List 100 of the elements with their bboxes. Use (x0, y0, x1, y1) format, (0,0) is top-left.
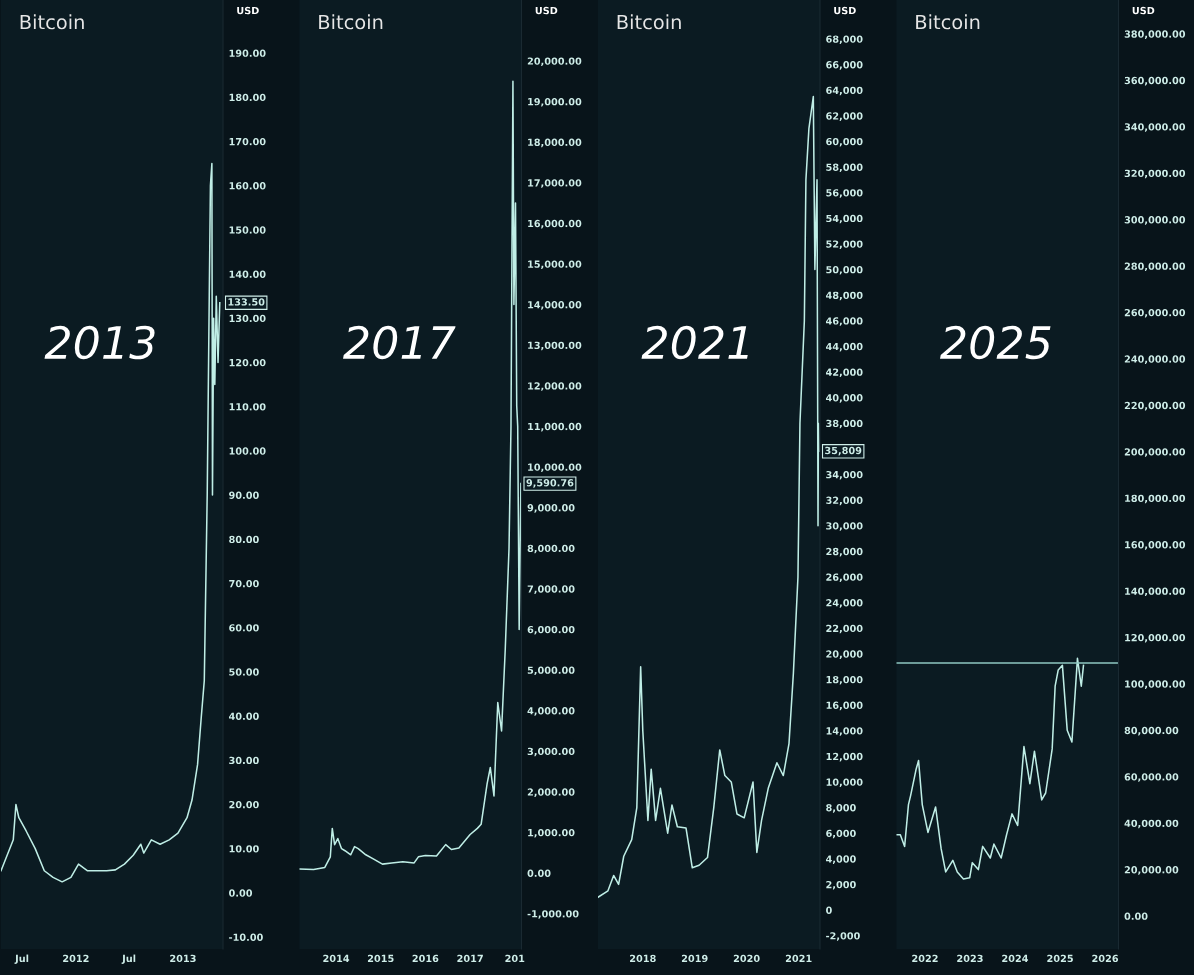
y-tick-label: -10.00 (229, 933, 263, 941)
y-tick-label: 360,000.00 (1124, 76, 1186, 86)
x-tick-label: 2017 (457, 954, 483, 963)
y-tick-label: 10,000.00 (528, 463, 582, 473)
y-tick-label: 46,000 (825, 317, 863, 326)
text: Bitcoin (617, 14, 681, 30)
y-tick-label: 300,000.00 (1124, 216, 1186, 225)
y-tick-label: 15,000.00 (528, 260, 582, 270)
y-tick-label: 7,000.00 (527, 585, 575, 594)
y-tick-label: 9,000.00 (527, 504, 575, 513)
y-tick-label: 17,000.00 (528, 179, 582, 188)
line-series (896, 657, 1085, 880)
x-tick-label: 2012 (63, 954, 89, 963)
x-tick-label: 2026 (1092, 954, 1119, 963)
y-tick-label: 2,000.00 (527, 788, 575, 797)
y-tick-label: 120,000.00 (1125, 633, 1186, 643)
annotation: 2025 (940, 325, 1051, 360)
y-tick-label: 11,000.00 (528, 422, 582, 432)
y-tick-label: 3,000.00 (527, 747, 575, 757)
y-tick-label: 66,000 (826, 61, 863, 70)
y-tick-label: 0.00 (527, 869, 551, 877)
x-tick-label: 2021 (785, 954, 812, 963)
x-tick-label: 2023 (957, 954, 983, 963)
text: Bitcoin (20, 14, 84, 30)
text: Bitcoin (916, 14, 980, 30)
y-tick-label: 340,000.00 (1124, 123, 1186, 132)
y-tick-label: 260,000.00 (1124, 308, 1186, 318)
y-tick-label: 190.00 (229, 49, 266, 57)
y-tick-label: 110.00 (229, 403, 266, 411)
x-tick-label: Jul (14, 954, 29, 964)
y-tick-label: 6,000.00 (527, 625, 575, 635)
y-tick-label: 200,000.00 (1124, 448, 1186, 457)
text: Bitcoin (319, 14, 383, 30)
x-tick-label: Jul (121, 954, 136, 964)
x-tick-label: 2025 (1047, 954, 1073, 963)
y-tick-label: 64,000 (826, 86, 863, 96)
y-tick-label: 50.00 (229, 668, 259, 676)
x-tick-label: 2019 (681, 954, 708, 963)
y-tick-label: 4,000 (825, 855, 856, 864)
y-tick-label: 60.00 (229, 624, 259, 632)
annotation: 133.50 (228, 298, 265, 306)
y-tick-label: 60,000 (826, 137, 863, 147)
y-tick-label: -1,000.00 (527, 910, 579, 919)
y-tick-label: 14,000.00 (528, 301, 582, 310)
y-tick-label: 130.00 (229, 314, 266, 323)
y-tick-label: 0 (826, 906, 832, 914)
y-tick-label: 20.00 (229, 800, 259, 809)
y-tick-label: 80,000.00 (1124, 726, 1179, 736)
y-tick-label: 70.00 (229, 579, 259, 588)
y-tick-label: 100,000.00 (1125, 680, 1186, 689)
y-tick-label: 1,000.00 (528, 828, 575, 838)
line-series (299, 80, 522, 871)
y-tick-label: 2,000 (826, 880, 856, 890)
y-axis-title: USD (535, 6, 558, 15)
y-tick-label: 19,000.00 (528, 98, 582, 107)
y-axis-title: USD (237, 6, 259, 15)
y-tick-label: 38,000 (826, 419, 863, 429)
y-tick-label: 42,000 (825, 368, 863, 378)
y-tick-label: 50,000 (826, 266, 863, 275)
y-tick-label: 40.00 (228, 712, 259, 720)
x-tick-label: 2022 (912, 954, 938, 963)
y-tick-label: 12,000 (826, 752, 863, 762)
y-tick-label: 4,000.00 (527, 707, 575, 716)
y-tick-label: 24,000 (826, 599, 863, 608)
y-tick-label: 62,000 (826, 112, 863, 121)
y-tick-label: 18,000.00 (528, 138, 582, 148)
y-tick-label: 16,000 (826, 701, 863, 711)
y-tick-label: 90.00 (229, 491, 259, 499)
y-tick-label: 52,000 (826, 240, 863, 249)
x-tick-label: 2016 (412, 954, 439, 963)
y-tick-label: 58,000 (826, 163, 863, 173)
y-tick-label: 13,000.00 (528, 341, 582, 351)
y-tick-label: 34,000 (826, 470, 863, 480)
y-tick-label: 180,000.00 (1125, 494, 1186, 504)
y-tick-label: 30,000 (826, 522, 863, 531)
y-tick-label: 28,000 (826, 547, 863, 557)
y-tick-label: 0.00 (1124, 912, 1148, 920)
y-tick-label: 18,000 (826, 675, 863, 685)
y-tick-label: 160,000.00 (1125, 541, 1186, 550)
y-tick-label: 48,000 (825, 291, 863, 301)
x-tick-label: 201 (505, 954, 525, 963)
annotation: 9,590.76 (526, 479, 574, 488)
y-tick-label: 32,000 (826, 496, 863, 506)
y-tick-label: 20,000 (826, 650, 863, 659)
y-tick-label: 60,000.00 (1124, 773, 1179, 782)
annotation: 35,809 (825, 446, 862, 456)
y-tick-label: 140,000.00 (1125, 587, 1186, 597)
annotation: 2013 (44, 325, 155, 360)
y-tick-label: 40,000.00 (1124, 819, 1179, 829)
y-tick-label: 0.00 (229, 889, 253, 897)
line-series (598, 95, 820, 899)
y-tick-label: 12,000.00 (528, 382, 582, 391)
y-tick-label: 180.00 (229, 93, 266, 102)
y-tick-label: 380,000.00 (1124, 30, 1186, 39)
y-tick-label: 22,000 (826, 624, 863, 634)
y-tick-label: 10,000 (826, 778, 863, 788)
y-tick-label: 26,000 (826, 573, 863, 583)
y-tick-label: 280,000.00 (1124, 262, 1186, 272)
y-tick-label: 10.00 (229, 845, 259, 853)
y-tick-label: 40,000 (825, 394, 863, 403)
